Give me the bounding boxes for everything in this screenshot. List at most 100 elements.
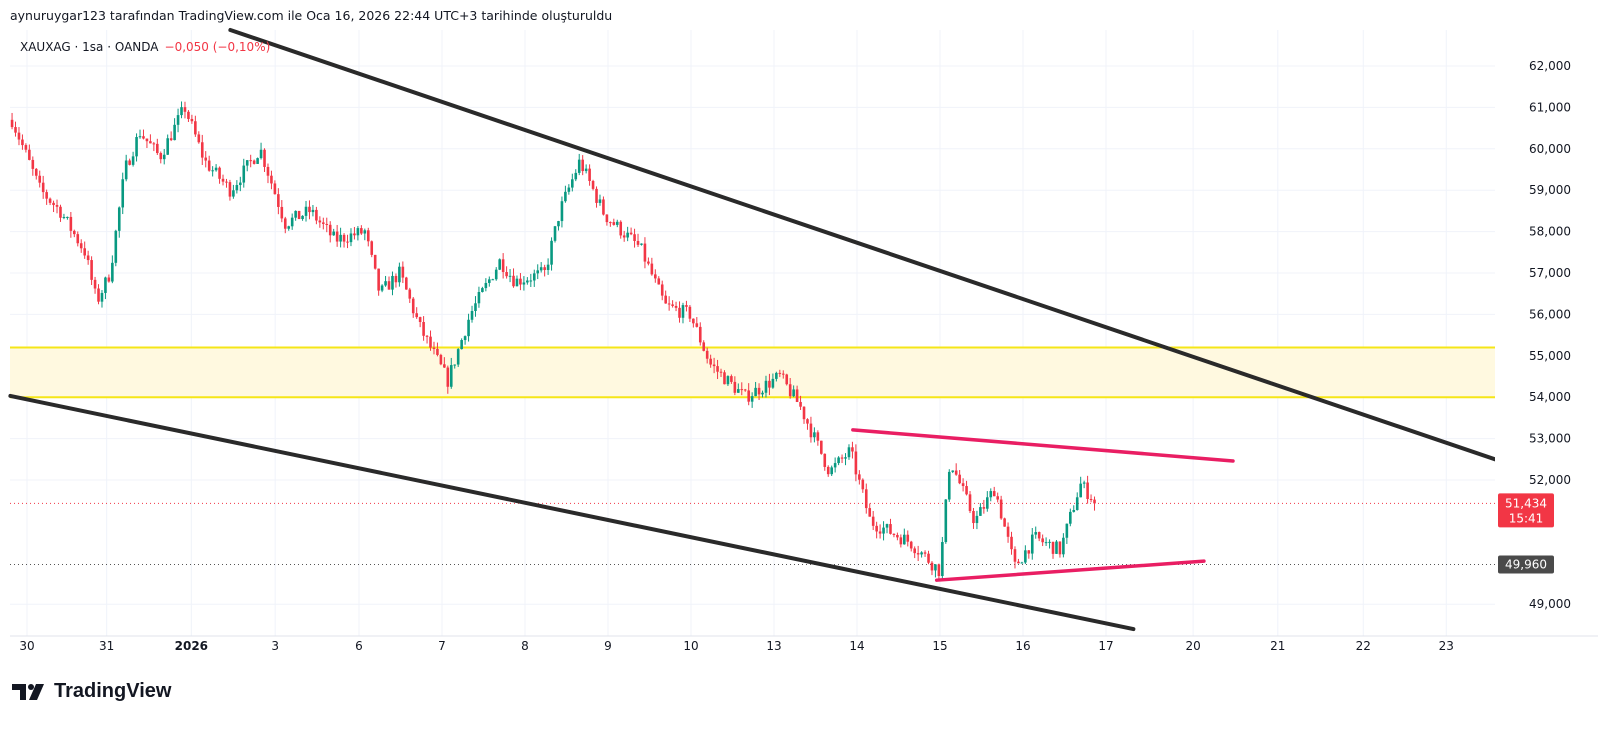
candle-body	[1003, 518, 1006, 527]
candle-body	[916, 553, 920, 555]
candle-body	[138, 136, 142, 138]
candle-body	[62, 216, 66, 218]
candle-body	[297, 210, 301, 220]
candle-body	[743, 389, 747, 391]
candle-body	[266, 166, 270, 176]
candle-body	[657, 278, 661, 285]
candle-body	[685, 305, 688, 307]
candle-body	[232, 190, 235, 197]
candles	[10, 101, 1096, 582]
candle-body	[498, 259, 501, 270]
candle-body	[837, 457, 840, 464]
price-tick-label: 53,000	[1529, 432, 1571, 446]
price-tick-label: 59,000	[1529, 183, 1571, 197]
candle-body	[595, 188, 598, 203]
candle-body	[48, 198, 52, 203]
candle-body	[567, 187, 571, 192]
candle-body	[470, 311, 474, 320]
time-tick-label: 13	[766, 639, 781, 653]
marker-price-badge	[1498, 555, 1554, 574]
candle-body	[311, 209, 315, 213]
candle-body	[640, 243, 643, 245]
candle-body	[958, 474, 961, 484]
price-change: −0,050 (−0,10%)	[164, 40, 271, 54]
candle-body	[909, 541, 913, 549]
candle-body	[719, 371, 723, 373]
candle-body	[239, 182, 242, 186]
candle-body	[145, 138, 149, 142]
tradingview-logo[interactable]: TradingView	[12, 680, 171, 703]
candle-body	[923, 552, 927, 554]
candle-body	[961, 483, 965, 487]
candle-body	[349, 233, 353, 243]
candle-body	[335, 231, 339, 242]
candle-body	[830, 467, 833, 475]
candle-body	[730, 376, 733, 382]
candle-body	[370, 241, 374, 255]
candle-body	[996, 496, 999, 500]
candle-body	[90, 260, 93, 280]
candle-body	[439, 354, 443, 365]
candle-body	[131, 156, 135, 165]
candle-body	[671, 304, 674, 306]
triangle-upper-line	[851, 428, 1235, 463]
time-tick-label: 3	[271, 639, 279, 653]
candle-body	[1058, 541, 1062, 555]
candle-body	[1041, 538, 1044, 543]
candle-body	[698, 326, 702, 343]
candle-body	[882, 527, 885, 534]
candle-body	[564, 191, 567, 202]
candle-body	[1072, 510, 1076, 512]
candle-body	[615, 221, 619, 225]
candle-body	[871, 516, 875, 526]
last-price-label: 51,434	[1505, 496, 1547, 510]
candle-body	[539, 267, 543, 271]
candle-body	[892, 533, 896, 535]
candle-body	[83, 248, 86, 256]
candle-body	[992, 491, 996, 497]
candle-body	[844, 457, 847, 459]
candle-body	[315, 209, 318, 221]
candle-body	[235, 185, 239, 191]
candle-body	[598, 199, 602, 203]
candle-body	[432, 347, 436, 349]
candle-body	[342, 234, 346, 242]
candle-body	[1048, 541, 1051, 543]
candle-body	[418, 317, 422, 322]
candle-body	[107, 277, 111, 282]
candle-body	[467, 319, 470, 337]
candle-body	[228, 182, 232, 197]
candle-body	[301, 215, 304, 220]
candle-body	[149, 141, 152, 144]
candle-body	[332, 231, 335, 236]
candle-body	[69, 216, 73, 231]
candle-body	[681, 305, 685, 318]
candle-body	[277, 194, 280, 207]
candle-body	[449, 365, 453, 387]
candle-body	[211, 170, 214, 172]
candle-body	[380, 285, 384, 291]
candle-body	[709, 358, 712, 365]
price-tick-label: 62,000	[1529, 59, 1571, 73]
candle-body	[1062, 537, 1065, 555]
candle-body	[225, 181, 228, 183]
candle-body	[38, 175, 42, 183]
candle-body	[519, 278, 522, 285]
price-chart[interactable]: 62,000 61,000 60,000 59,000 58,000 57,000 56,0…	[0, 0, 1600, 670]
candle-body	[481, 288, 484, 293]
time-tick-label: 30	[19, 639, 34, 653]
candle-body	[550, 240, 553, 265]
candle-body	[809, 423, 813, 438]
candle-body	[363, 230, 367, 234]
candle-body	[982, 507, 986, 509]
time-tick-label: 22	[1356, 639, 1371, 653]
price-tick-label: 60,000	[1529, 142, 1571, 156]
candle-body	[878, 531, 882, 534]
candle-body	[128, 160, 131, 165]
candle-body	[602, 199, 605, 215]
candle-body	[190, 118, 194, 122]
candle-body	[24, 145, 28, 150]
support-zone	[10, 347, 1495, 398]
candle-body	[930, 562, 934, 571]
candle-body	[259, 149, 263, 159]
